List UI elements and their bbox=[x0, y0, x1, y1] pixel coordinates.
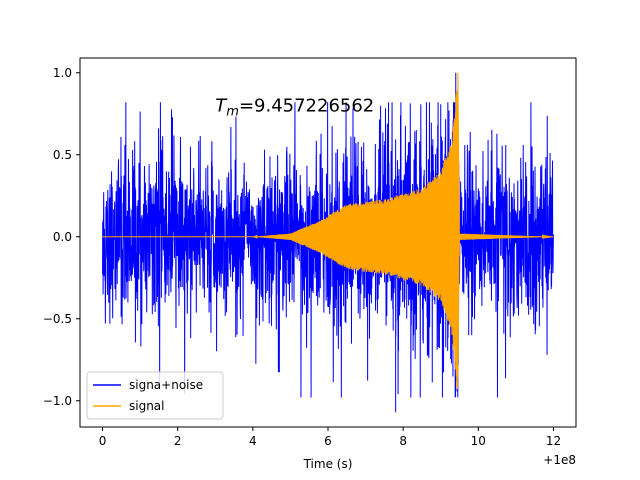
y-tick-label: 0.5 bbox=[53, 148, 72, 162]
legend: signa+noise signal bbox=[86, 371, 224, 420]
y-tick-label: −0.5 bbox=[43, 312, 72, 326]
series-line-signal bbox=[102, 72, 554, 390]
y-tick-label: 0.0 bbox=[53, 230, 72, 244]
legend-box bbox=[86, 371, 224, 420]
annotation-subscript: m bbox=[226, 105, 239, 120]
x-tick-label: 6 bbox=[324, 434, 332, 448]
x-tick-label: 4 bbox=[249, 434, 257, 448]
x-axis-label: Time (s) bbox=[303, 457, 353, 471]
merger-time-annotation: Tm=9.457226562 bbox=[215, 96, 374, 120]
x-tick-label: 12 bbox=[546, 434, 561, 448]
legend-label-signal: signal bbox=[129, 399, 165, 413]
x-offset-label: +1e8 bbox=[543, 453, 576, 467]
y-tick-label: −1.0 bbox=[43, 394, 72, 408]
x-tick-label: 10 bbox=[471, 434, 486, 448]
x-tick-label: 8 bbox=[399, 434, 407, 448]
legend-label-signal-noise: signa+noise bbox=[129, 378, 203, 392]
annotation-value: =9.457226562 bbox=[239, 96, 374, 117]
x-tick-label: 0 bbox=[99, 434, 107, 448]
annotation-symbol: T bbox=[215, 96, 228, 117]
x-tick-label: 2 bbox=[174, 434, 182, 448]
y-tick-label: 1.0 bbox=[53, 66, 72, 80]
